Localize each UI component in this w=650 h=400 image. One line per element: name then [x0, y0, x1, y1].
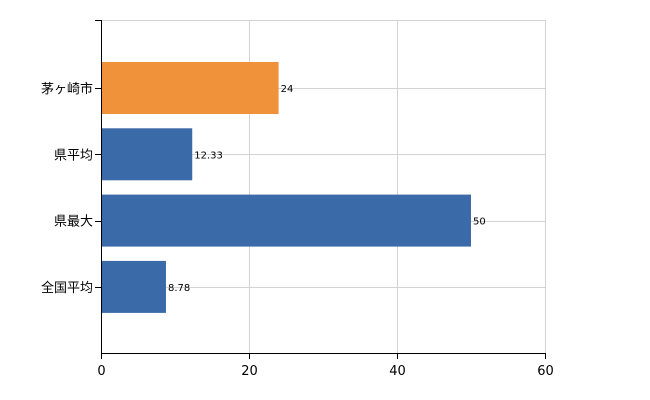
data-label: 12.33	[194, 150, 223, 161]
x-tick-label: 20	[241, 364, 258, 379]
data-labels-layer: 24 12.33 50 8.78	[168, 84, 486, 294]
bars-layer	[101, 62, 471, 313]
y-tick-label: 県最大	[54, 215, 93, 230]
x-tick-label: 40	[389, 364, 406, 379]
y-tick-label: 茅ヶ崎市	[41, 81, 93, 97]
bar	[101, 260, 166, 313]
x-tick-label: 60	[537, 364, 554, 379]
bar	[101, 62, 279, 114]
data-label: 8.78	[168, 283, 190, 294]
bar	[101, 128, 193, 181]
y-tick-label: 全国平均	[41, 280, 93, 296]
x-tick-label: 0	[97, 364, 105, 379]
data-label: 50	[473, 217, 486, 228]
data-label: 24	[281, 84, 294, 95]
bar	[101, 194, 471, 247]
y-tick-label: 県平均	[54, 148, 93, 163]
